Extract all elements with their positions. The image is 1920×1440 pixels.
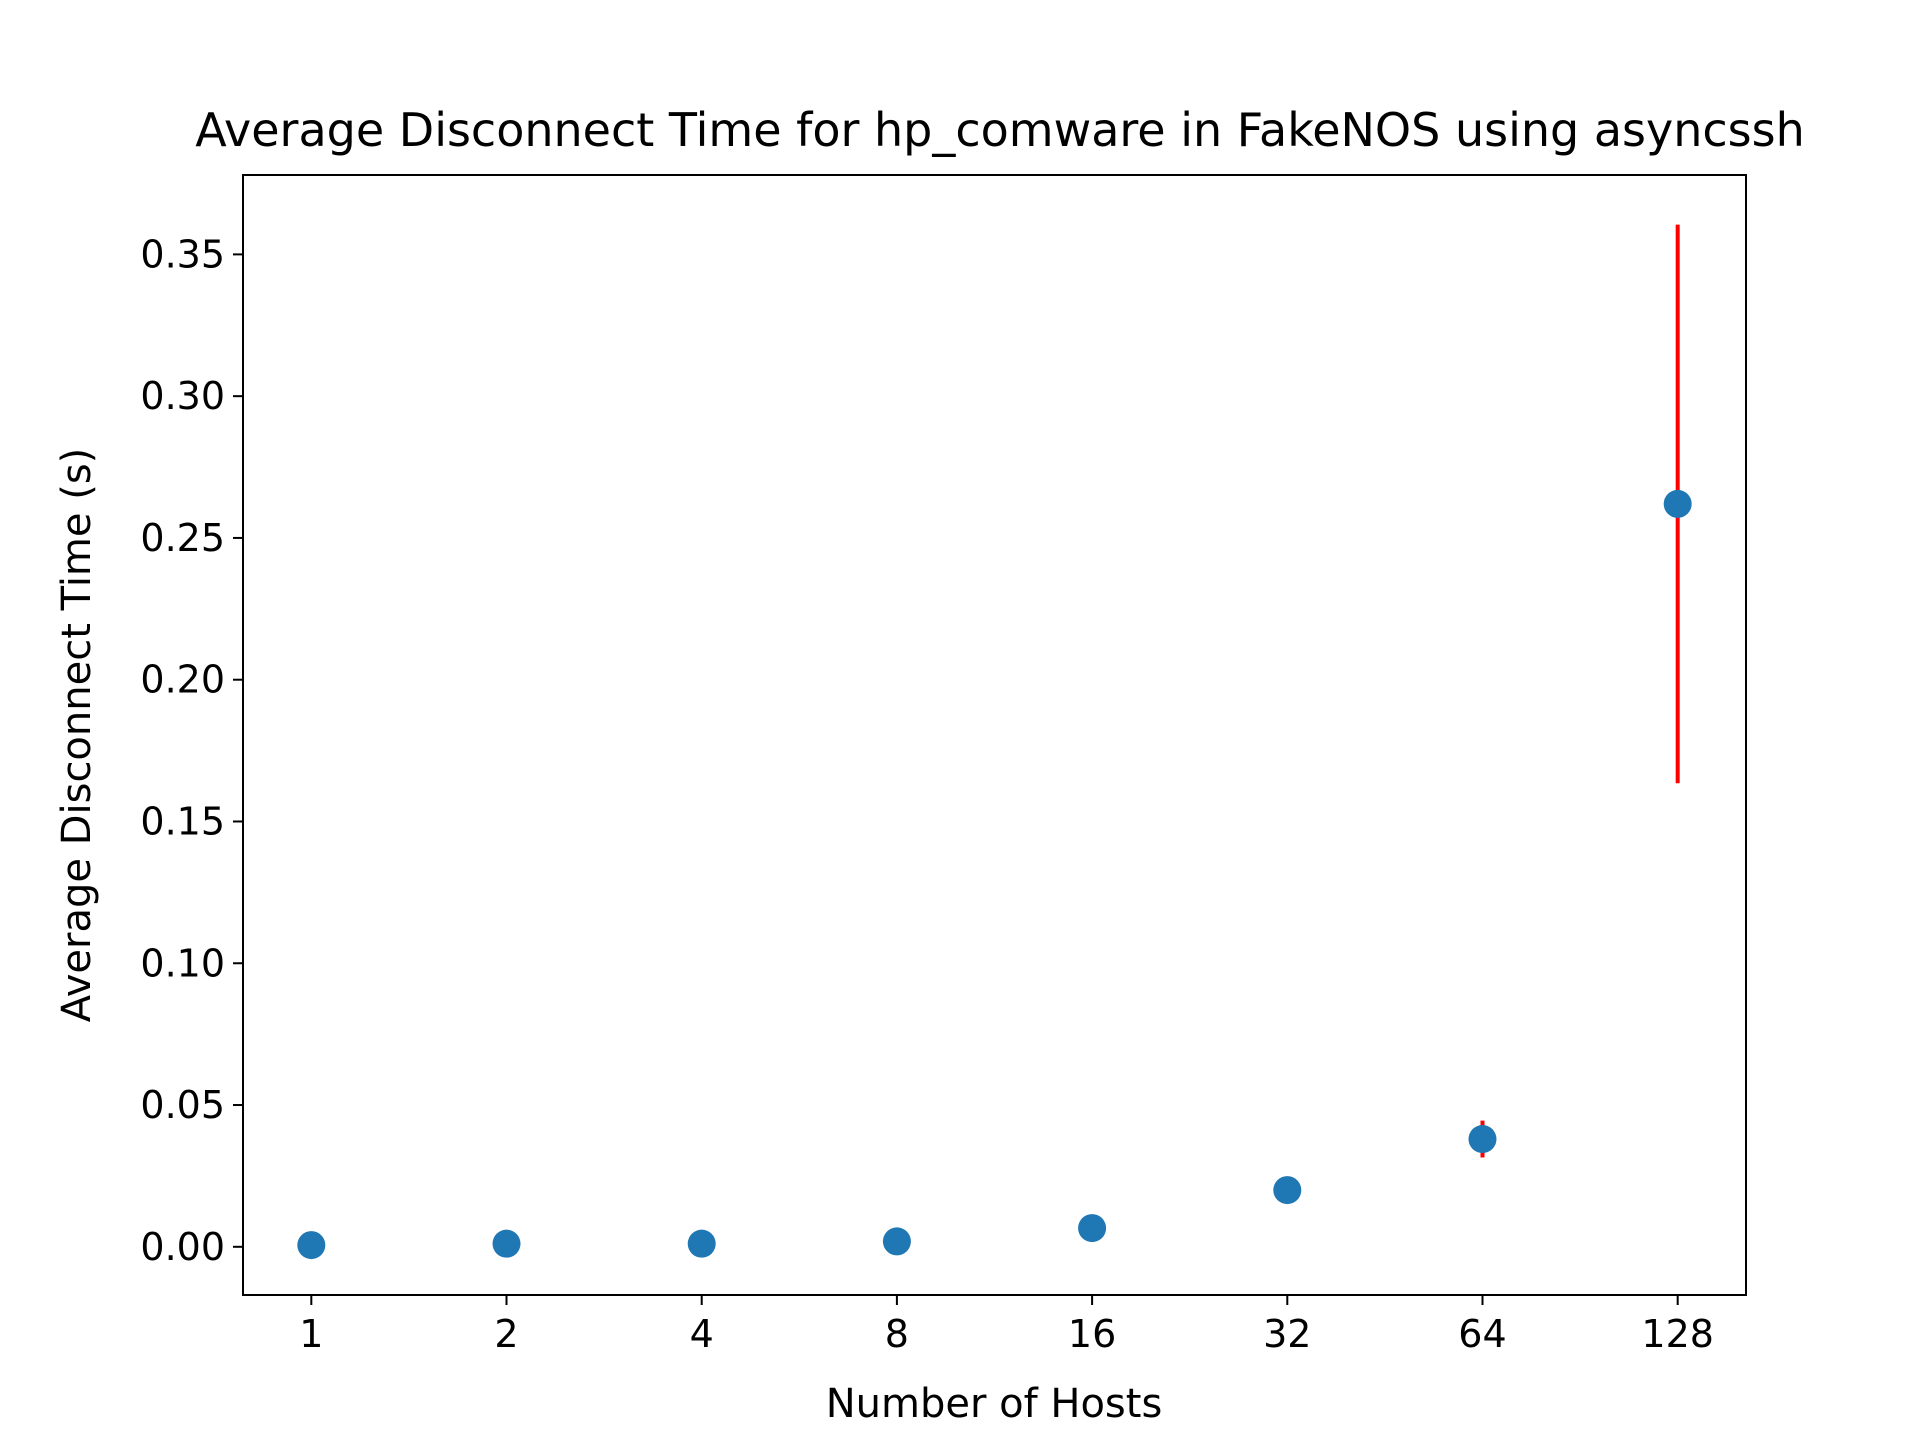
x-axis: 1 2 4 8 16 32 64 128 — [299, 1295, 1714, 1356]
y-axis-label: Average Disconnect Time (s) — [54, 448, 100, 1023]
y-tick-label: 0.35 — [140, 232, 225, 276]
data-point — [687, 1229, 716, 1258]
plot-frame — [242, 174, 1747, 1296]
y-tick-label: 0.15 — [140, 799, 225, 843]
data-point — [1078, 1214, 1107, 1243]
x-axis-label: Number of Hosts — [826, 1381, 1163, 1427]
data-point — [882, 1227, 911, 1256]
data-point — [1663, 489, 1692, 518]
x-tick-label: 1 — [299, 1312, 323, 1356]
data-points — [297, 489, 1692, 1260]
plot-area — [242, 174, 1747, 1296]
y-tick-label: 0.05 — [140, 1083, 225, 1127]
x-tick-label: 4 — [690, 1312, 714, 1356]
y-tick-label: 0.25 — [140, 516, 225, 560]
x-tick-label: 16 — [1068, 1312, 1116, 1356]
y-axis: 0.00 0.05 0.10 0.15 0.20 0.25 0.30 0.35 — [140, 232, 243, 1269]
x-tick-label: 128 — [1641, 1312, 1714, 1356]
x-tick-label: 2 — [494, 1312, 518, 1356]
x-tick-label: 32 — [1263, 1312, 1311, 1356]
chart-title: Average Disconnect Time for hp_comware i… — [195, 103, 1804, 157]
data-point — [1468, 1125, 1497, 1154]
y-tick-label: 0.20 — [140, 658, 225, 702]
x-tick-label: 8 — [885, 1312, 909, 1356]
x-tick-label: 64 — [1458, 1312, 1506, 1356]
data-point — [297, 1231, 326, 1260]
y-tick-label: 0.00 — [140, 1225, 225, 1269]
data-point — [492, 1229, 521, 1258]
data-point — [1273, 1176, 1302, 1205]
y-tick-label: 0.30 — [140, 374, 225, 418]
y-tick-label: 0.10 — [140, 941, 225, 985]
error-bars — [1480, 224, 1680, 1158]
